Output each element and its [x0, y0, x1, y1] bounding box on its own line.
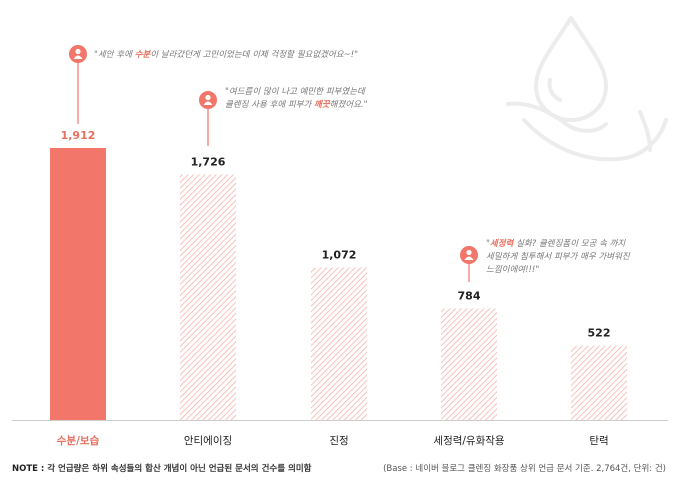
value-label-4: 522 [588, 327, 611, 340]
quote-1-segment-1: 깨끗 [314, 99, 331, 110]
category-label-3: 세정력/유화작용 [433, 435, 504, 447]
footer-note: NOTE : 각 언급량은 하위 속성들의 합산 개념이 아닌 언급된 문서의 … [12, 463, 312, 474]
quote-0-segment-2: 이 날라갔던게 고민이었는데 이제 걱정할 필요없겠어요~!" [150, 49, 358, 60]
quote-0-line-0: "세안 후에 수분이 날라갔던게 고민이었는데 이제 걱정할 필요없겠어요~!" [94, 49, 358, 60]
bar-0 [50, 148, 106, 420]
bar-2 [311, 267, 367, 420]
bar-3 [441, 308, 497, 420]
category-label-1: 안티에이징 [184, 435, 232, 447]
category-label-0: 수분/보습 [57, 434, 100, 447]
footer-base: (Base : 네이버 블로그 클렌징 화장품 상위 언급 문서 기준. 2,7… [383, 463, 666, 474]
quote-2-segment-0: " [486, 239, 490, 249]
user-icon [460, 246, 478, 264]
note-text: 각 언급량은 하위 속성들의 합산 개념이 아닌 언급된 문서의 건수를 의미함 [47, 463, 311, 474]
category-label-2: 진정 [329, 435, 348, 447]
quote-1-segment-0: "여드름이 많이 나고 예민한 피부였는데 [225, 86, 366, 97]
quote-1-line-1: 클렌징 사용 후에 피부가 깨끗해졌어요." [225, 99, 368, 110]
bar-4 [571, 345, 627, 420]
quote-0-segment-1: 수분 [135, 50, 152, 60]
quote-2-line-1: 세밀하게 침투해서 피부가 매우 가벼워진 [486, 251, 631, 262]
quote-2-line-2: 느낌이에여!!!" [486, 264, 539, 275]
quote-1-segment-0: 클렌징 사용 후에 피부가 [225, 99, 314, 110]
category-label-4: 탄력 [589, 435, 608, 447]
quote-2-segment-0: 느낌이에여!!!" [486, 264, 539, 275]
quotes-group: "세안 후에 수분이 날라갔던게 고민이었는데 이제 걱정할 필요없겠어요~!"… [69, 45, 631, 282]
quote-2-segment-0: 세밀하게 침투해서 피부가 매우 가벼워진 [486, 251, 631, 262]
bar-1 [180, 174, 236, 420]
quote-2-line-0: "세정력 실화? 클렌징폼이 모공 속 까지 [486, 238, 626, 249]
value-label-3: 784 [458, 289, 481, 302]
quote-1-segment-2: 해졌어요." [330, 99, 368, 110]
note-label: NOTE : [12, 464, 47, 474]
user-icon [199, 91, 217, 109]
quote-1-line-0: "여드름이 많이 나고 예민한 피부였는데 [225, 86, 366, 97]
value-label-1: 1,726 [191, 155, 226, 168]
quote-0-segment-0: "세안 후에 [94, 49, 135, 60]
user-icon [69, 45, 87, 63]
value-label-0: 1,912 [61, 129, 96, 142]
bars-group: 1,912 수분/보습 1,726 안티에이징 1,072 진정 784 세정력/유화작용 52… [12, 129, 668, 447]
value-label-2: 1,072 [322, 248, 357, 261]
water-drop-hand-icon [506, 16, 668, 162]
quote-2-segment-1: 세정력 [490, 238, 515, 249]
quote-2-segment-2: 실화? 클렌징폼이 모공 속 까지 [513, 238, 626, 249]
